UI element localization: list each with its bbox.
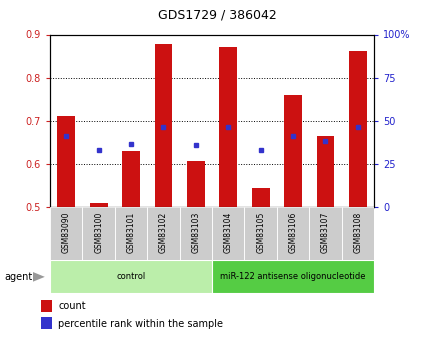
Bar [212, 207, 244, 260]
Text: GSM83101: GSM83101 [126, 212, 135, 253]
Bar [89, 203, 107, 207]
Text: count: count [58, 302, 86, 311]
Text: percentile rank within the sample: percentile rank within the sample [58, 319, 223, 328]
Bar [309, 207, 341, 260]
Bar [276, 207, 309, 260]
Bar [154, 44, 172, 207]
Bar [41, 300, 52, 312]
Text: miR-122 antisense oligonucleotide: miR-122 antisense oligonucleotide [220, 272, 365, 282]
Bar [57, 117, 75, 207]
Bar [50, 260, 212, 293]
Text: GSM83104: GSM83104 [223, 212, 232, 253]
Text: control: control [116, 272, 145, 282]
Polygon shape [33, 272, 45, 282]
Bar [115, 207, 147, 260]
Bar [122, 151, 140, 207]
Text: GDS1729 / 386042: GDS1729 / 386042 [158, 9, 276, 22]
Text: GSM83105: GSM83105 [256, 212, 265, 253]
Text: GSM83102: GSM83102 [158, 212, 168, 253]
Bar [179, 207, 212, 260]
Bar [212, 260, 373, 293]
Bar [251, 188, 269, 207]
Text: GSM83103: GSM83103 [191, 212, 200, 253]
Text: GSM83100: GSM83100 [94, 212, 103, 253]
Text: agent: agent [4, 272, 33, 282]
Bar [219, 47, 237, 207]
Bar [316, 136, 334, 207]
Bar [41, 317, 52, 329]
Bar [244, 207, 276, 260]
Text: GSM83108: GSM83108 [352, 212, 362, 253]
Bar [147, 207, 179, 260]
Bar [82, 207, 115, 260]
Bar [187, 161, 204, 207]
Bar [341, 207, 373, 260]
Bar [283, 95, 301, 207]
Bar [50, 207, 82, 260]
Text: GSM83106: GSM83106 [288, 212, 297, 253]
Bar [348, 51, 366, 207]
Text: GSM83090: GSM83090 [62, 212, 71, 254]
Text: GSM83107: GSM83107 [320, 212, 329, 253]
